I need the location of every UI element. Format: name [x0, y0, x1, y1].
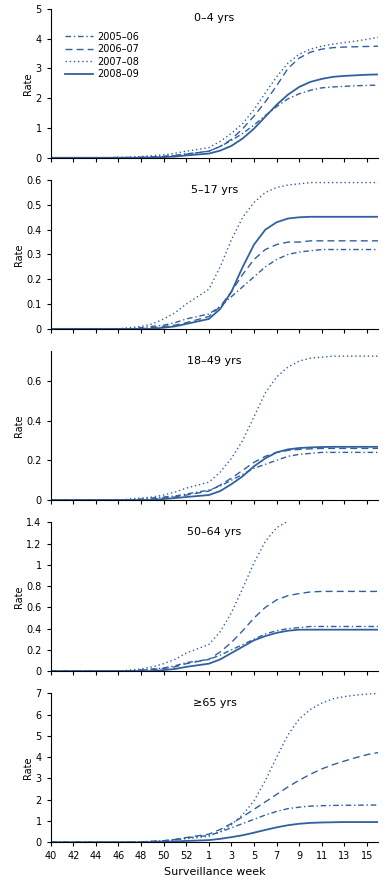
Y-axis label: Rate: Rate [14, 414, 23, 437]
Text: 50–64 yrs: 50–64 yrs [187, 527, 242, 537]
Y-axis label: Rate: Rate [14, 585, 23, 608]
Text: 18–49 yrs: 18–49 yrs [187, 356, 242, 366]
X-axis label: Surveillance week: Surveillance week [164, 866, 265, 877]
Y-axis label: Rate: Rate [23, 756, 33, 780]
Y-axis label: Rate: Rate [14, 243, 23, 266]
Legend: 2005–06, 2006–07, 2007–08, 2008–09: 2005–06, 2006–07, 2007–08, 2008–09 [66, 31, 139, 79]
Text: 5–17 yrs: 5–17 yrs [191, 185, 238, 194]
Y-axis label: Rate: Rate [23, 72, 33, 95]
Text: ≥65 yrs: ≥65 yrs [193, 698, 236, 708]
Text: 0–4 yrs: 0–4 yrs [194, 13, 235, 23]
